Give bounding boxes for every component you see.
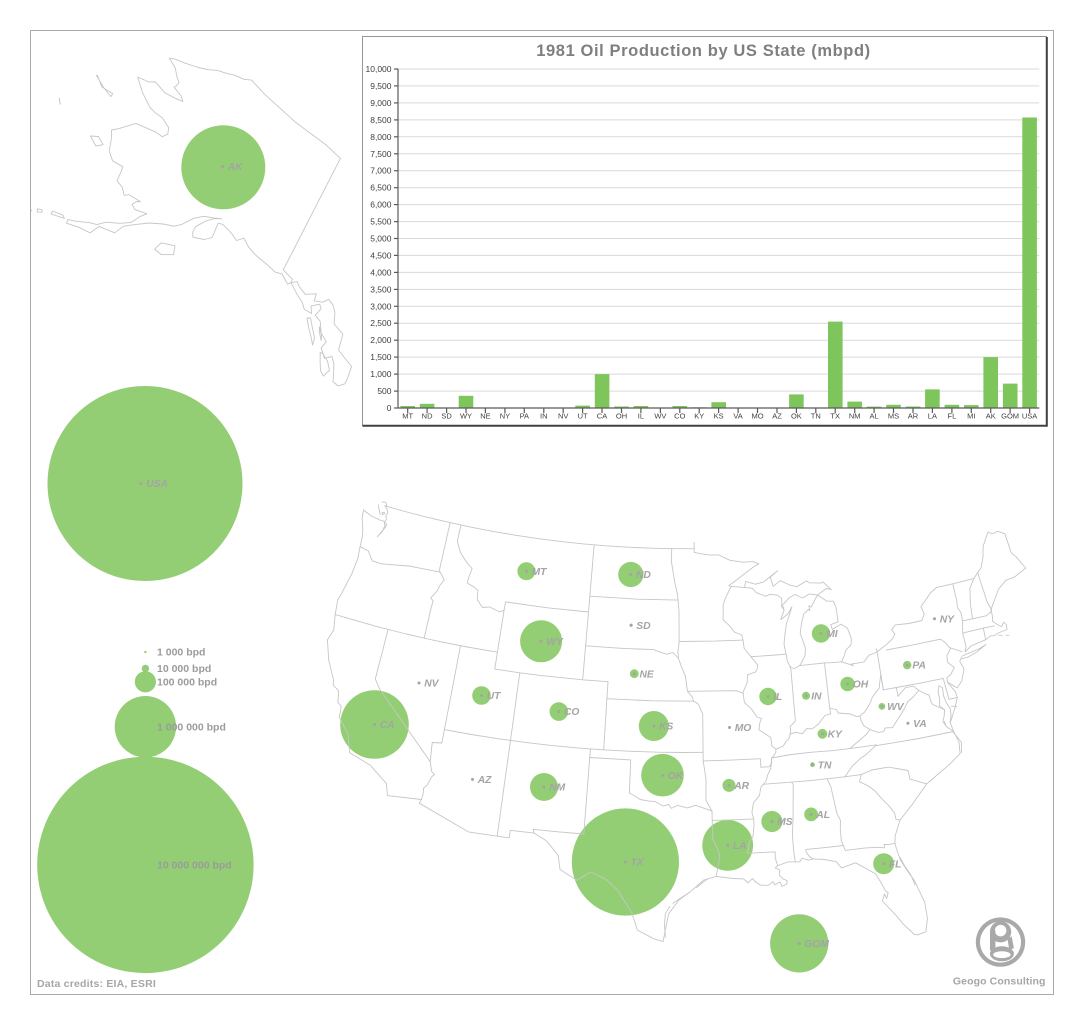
svg-text:6,000: 6,000 xyxy=(370,200,392,210)
svg-text:KS: KS xyxy=(659,722,673,733)
svg-text:MI: MI xyxy=(826,629,839,640)
svg-text:SD: SD xyxy=(636,621,651,632)
svg-text:LA: LA xyxy=(733,841,747,852)
svg-text:VA: VA xyxy=(733,412,742,421)
svg-text:WV: WV xyxy=(887,702,905,713)
svg-text:TN: TN xyxy=(818,760,832,771)
svg-text:10,000: 10,000 xyxy=(366,64,392,74)
svg-text:FL: FL xyxy=(948,412,957,421)
svg-text:KS: KS xyxy=(714,412,724,421)
svg-text:Geogo Consulting: Geogo Consulting xyxy=(953,976,1046,988)
svg-text:VA: VA xyxy=(913,719,927,730)
svg-text:USA: USA xyxy=(1022,412,1037,421)
svg-text:5,500: 5,500 xyxy=(370,217,392,227)
svg-text:MT: MT xyxy=(402,412,413,421)
svg-text:UT: UT xyxy=(487,691,502,702)
svg-text:1981 Oil Production by US Stat: 1981 Oil Production by US State (mbpd) xyxy=(536,42,871,60)
svg-text:NY: NY xyxy=(500,412,510,421)
svg-text:TN: TN xyxy=(811,412,821,421)
svg-text:7,500: 7,500 xyxy=(370,149,392,159)
svg-text:PA: PA xyxy=(520,412,529,421)
svg-text:3,000: 3,000 xyxy=(370,301,392,311)
svg-text:CO: CO xyxy=(674,412,685,421)
svg-text:MS: MS xyxy=(888,412,899,421)
svg-text:Data credits: EIA, ESRI: Data credits: EIA, ESRI xyxy=(37,978,156,990)
svg-text:CA: CA xyxy=(597,412,607,421)
svg-text:4,000: 4,000 xyxy=(370,267,392,277)
svg-text:AZ: AZ xyxy=(772,412,782,421)
svg-text:8,000: 8,000 xyxy=(370,132,392,142)
svg-text:1,500: 1,500 xyxy=(370,352,392,362)
svg-text:1 000 bpd: 1 000 bpd xyxy=(157,647,205,659)
svg-text:NE: NE xyxy=(640,669,655,680)
svg-text:NM: NM xyxy=(549,783,565,794)
svg-text:WY: WY xyxy=(460,412,472,421)
svg-text:NE: NE xyxy=(480,412,490,421)
svg-text:IN: IN xyxy=(540,412,548,421)
svg-text:OH: OH xyxy=(853,680,869,691)
svg-text:5,000: 5,000 xyxy=(370,234,392,244)
svg-text:MO: MO xyxy=(735,723,752,734)
svg-text:ND: ND xyxy=(422,412,433,421)
svg-text:100 000 bpd: 100 000 bpd xyxy=(157,677,217,689)
svg-text:AZ: AZ xyxy=(477,775,492,786)
svg-text:AL: AL xyxy=(870,412,879,421)
svg-text:NM: NM xyxy=(849,412,861,421)
svg-text:KY: KY xyxy=(828,729,843,740)
svg-text:2,500: 2,500 xyxy=(370,318,392,328)
svg-text:2,000: 2,000 xyxy=(370,335,392,345)
svg-text:WV: WV xyxy=(654,412,666,421)
svg-text:AR: AR xyxy=(733,781,749,792)
svg-text:AL: AL xyxy=(815,810,830,821)
svg-text:OK: OK xyxy=(791,412,802,421)
svg-text:TX: TX xyxy=(631,858,645,869)
svg-text:MS: MS xyxy=(777,817,793,828)
svg-text:NV: NV xyxy=(424,679,439,690)
svg-text:9,000: 9,000 xyxy=(370,98,392,108)
svg-text:GOM: GOM xyxy=(804,939,829,950)
svg-text:NY: NY xyxy=(940,614,955,625)
svg-text:IN: IN xyxy=(811,691,822,702)
svg-text:NV: NV xyxy=(558,412,568,421)
svg-text:OH: OH xyxy=(616,412,627,421)
svg-text:3,500: 3,500 xyxy=(370,284,392,294)
svg-text:CO: CO xyxy=(564,707,579,718)
svg-text:6,500: 6,500 xyxy=(370,183,392,193)
svg-text:USA: USA xyxy=(146,479,168,490)
svg-text:10 000 bpd: 10 000 bpd xyxy=(157,663,211,675)
svg-text:WY: WY xyxy=(546,637,564,648)
svg-text:AR: AR xyxy=(908,412,919,421)
svg-text:500: 500 xyxy=(377,386,391,396)
svg-text:9,500: 9,500 xyxy=(370,81,392,91)
svg-text:GOM: GOM xyxy=(1001,412,1019,421)
svg-text:PA: PA xyxy=(912,661,926,672)
svg-text:7,000: 7,000 xyxy=(370,166,392,176)
svg-text:8,500: 8,500 xyxy=(370,115,392,125)
svg-text:0: 0 xyxy=(387,403,392,413)
svg-text:10 000 000 bpd: 10 000 000 bpd xyxy=(157,860,232,872)
svg-text:OK: OK xyxy=(668,771,685,782)
svg-text:IL: IL xyxy=(638,412,644,421)
svg-text:4,500: 4,500 xyxy=(370,250,392,260)
svg-text:LA: LA xyxy=(928,412,937,421)
svg-text:KY: KY xyxy=(694,412,704,421)
svg-text:IL: IL xyxy=(773,692,782,703)
svg-text:MI: MI xyxy=(967,412,975,421)
svg-text:UT: UT xyxy=(578,412,588,421)
svg-text:ND: ND xyxy=(636,570,651,581)
svg-text:FL: FL xyxy=(889,859,902,870)
svg-text:MO: MO xyxy=(751,412,763,421)
svg-text:MT: MT xyxy=(532,567,549,578)
svg-text:TX: TX xyxy=(830,412,840,421)
svg-text:CA: CA xyxy=(380,720,395,731)
svg-text:1 000 000 bpd: 1 000 000 bpd xyxy=(157,721,226,733)
svg-text:1,000: 1,000 xyxy=(370,369,392,379)
svg-text:SD: SD xyxy=(441,412,452,421)
svg-text:AK: AK xyxy=(227,162,244,173)
svg-text:AK: AK xyxy=(986,412,996,421)
